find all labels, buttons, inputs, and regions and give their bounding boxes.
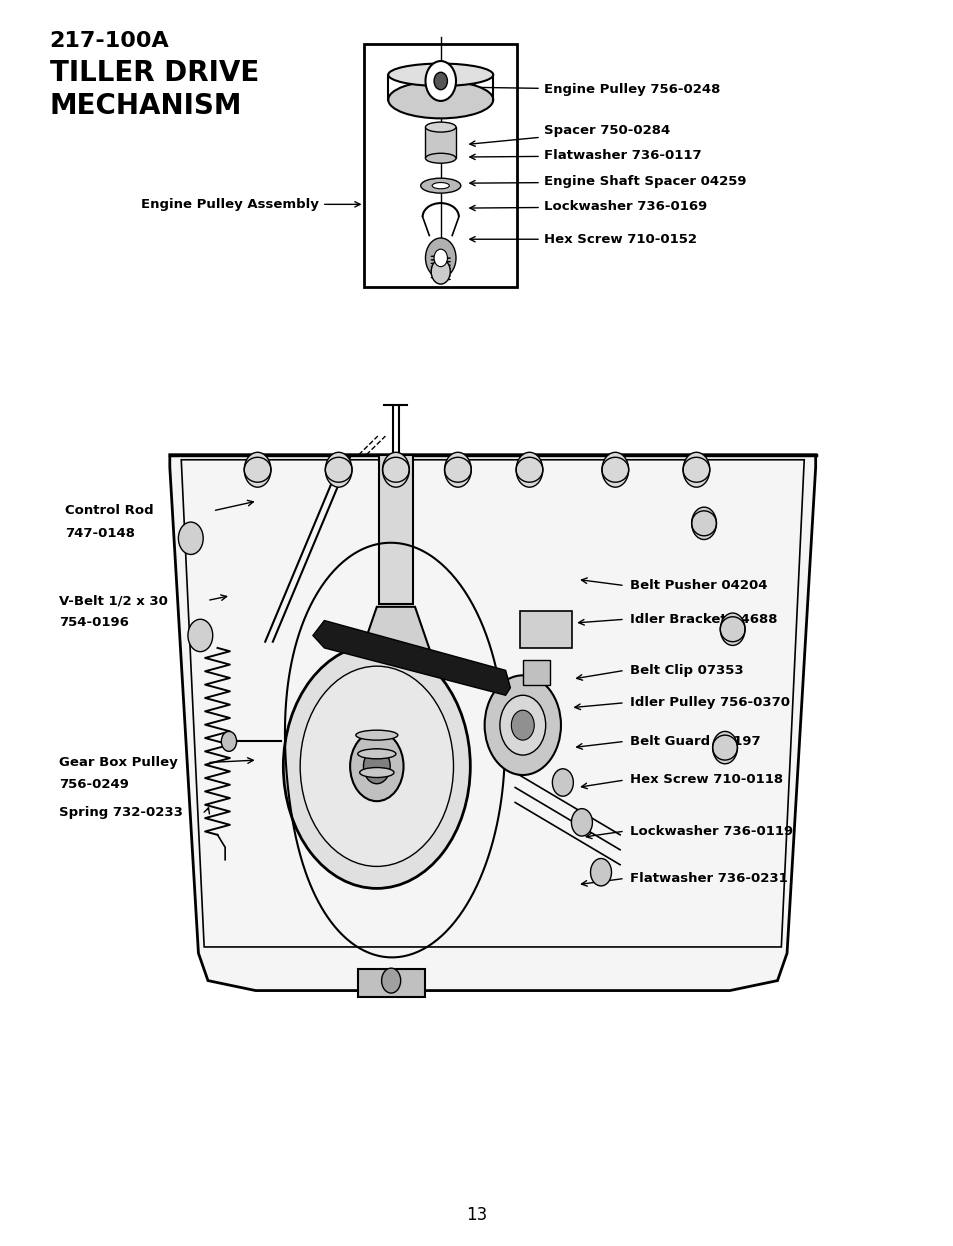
Circle shape bbox=[350, 731, 403, 801]
Ellipse shape bbox=[425, 122, 456, 132]
Circle shape bbox=[363, 749, 390, 784]
Bar bbox=[378, 455, 413, 604]
Circle shape bbox=[283, 644, 470, 888]
Bar bbox=[522, 660, 549, 685]
Ellipse shape bbox=[388, 81, 493, 118]
Text: 13: 13 bbox=[466, 1206, 487, 1224]
Bar bbox=[519, 611, 572, 648]
Polygon shape bbox=[343, 607, 448, 704]
Text: Flatwasher 736-0231: Flatwasher 736-0231 bbox=[629, 872, 786, 885]
Circle shape bbox=[188, 619, 213, 652]
Circle shape bbox=[300, 667, 453, 866]
Text: Gear Box Pulley: Gear Box Pulley bbox=[59, 756, 177, 769]
Circle shape bbox=[601, 452, 628, 487]
Circle shape bbox=[511, 710, 534, 740]
Text: V-Belt 1/2 x 30: V-Belt 1/2 x 30 bbox=[59, 594, 168, 607]
Text: TILLER DRIVE: TILLER DRIVE bbox=[50, 59, 258, 86]
Text: Lockwasher 736-0119: Lockwasher 736-0119 bbox=[629, 825, 792, 837]
Bar bbox=[357, 969, 424, 997]
Circle shape bbox=[178, 522, 203, 554]
Text: Engine Pulley Assembly: Engine Pulley Assembly bbox=[141, 198, 359, 211]
Circle shape bbox=[691, 507, 716, 540]
Circle shape bbox=[325, 452, 352, 487]
Text: 217-100A: 217-100A bbox=[50, 31, 170, 51]
Text: Hex Screw 710-0118: Hex Screw 710-0118 bbox=[629, 774, 782, 786]
Text: Belt Pusher 04204: Belt Pusher 04204 bbox=[629, 579, 766, 592]
Text: 756-0249: 756-0249 bbox=[59, 779, 129, 791]
Text: Flatwasher 736-0117: Flatwasher 736-0117 bbox=[470, 150, 700, 162]
Circle shape bbox=[590, 858, 611, 886]
Ellipse shape bbox=[425, 153, 456, 163]
Text: Belt Clip 07353: Belt Clip 07353 bbox=[629, 664, 742, 677]
Text: Idler Bracket 04688: Idler Bracket 04688 bbox=[629, 613, 777, 625]
Circle shape bbox=[434, 72, 447, 90]
Circle shape bbox=[221, 731, 236, 751]
Circle shape bbox=[484, 675, 560, 775]
Polygon shape bbox=[313, 621, 510, 695]
Text: MECHANISM: MECHANISM bbox=[50, 92, 242, 120]
Bar bbox=[364, 44, 517, 287]
Circle shape bbox=[434, 249, 447, 267]
Text: Engine Shaft Spacer 04259: Engine Shaft Spacer 04259 bbox=[470, 176, 745, 188]
Circle shape bbox=[425, 238, 456, 278]
Text: Belt Guard 04197: Belt Guard 04197 bbox=[629, 735, 760, 748]
Circle shape bbox=[712, 731, 737, 764]
Bar bbox=[425, 127, 456, 158]
Text: Spring 732-0233: Spring 732-0233 bbox=[59, 806, 183, 819]
Ellipse shape bbox=[355, 730, 397, 740]
Circle shape bbox=[431, 259, 450, 284]
Circle shape bbox=[382, 452, 409, 487]
Text: 747-0148: 747-0148 bbox=[65, 527, 134, 540]
Circle shape bbox=[552, 769, 573, 796]
Text: Lockwasher 736-0169: Lockwasher 736-0169 bbox=[470, 201, 706, 213]
Text: Control Rod: Control Rod bbox=[65, 505, 153, 517]
Ellipse shape bbox=[420, 178, 460, 193]
Circle shape bbox=[571, 809, 592, 836]
Text: Engine Pulley 756-0248: Engine Pulley 756-0248 bbox=[470, 83, 720, 96]
Ellipse shape bbox=[388, 64, 493, 86]
Circle shape bbox=[244, 452, 271, 487]
Text: Spacer 750-0284: Spacer 750-0284 bbox=[470, 125, 669, 146]
Ellipse shape bbox=[432, 182, 449, 188]
Circle shape bbox=[499, 695, 545, 755]
Circle shape bbox=[381, 968, 400, 993]
Ellipse shape bbox=[357, 749, 395, 759]
Circle shape bbox=[720, 613, 744, 645]
Circle shape bbox=[516, 452, 542, 487]
Text: Hex Screw 710-0152: Hex Screw 710-0152 bbox=[470, 233, 696, 245]
Text: Idler Pulley 756-0370: Idler Pulley 756-0370 bbox=[629, 697, 789, 709]
Circle shape bbox=[682, 452, 709, 487]
Circle shape bbox=[444, 452, 471, 487]
Text: 754-0196: 754-0196 bbox=[59, 617, 129, 629]
Polygon shape bbox=[170, 455, 815, 991]
Circle shape bbox=[425, 61, 456, 101]
Ellipse shape bbox=[359, 768, 394, 778]
